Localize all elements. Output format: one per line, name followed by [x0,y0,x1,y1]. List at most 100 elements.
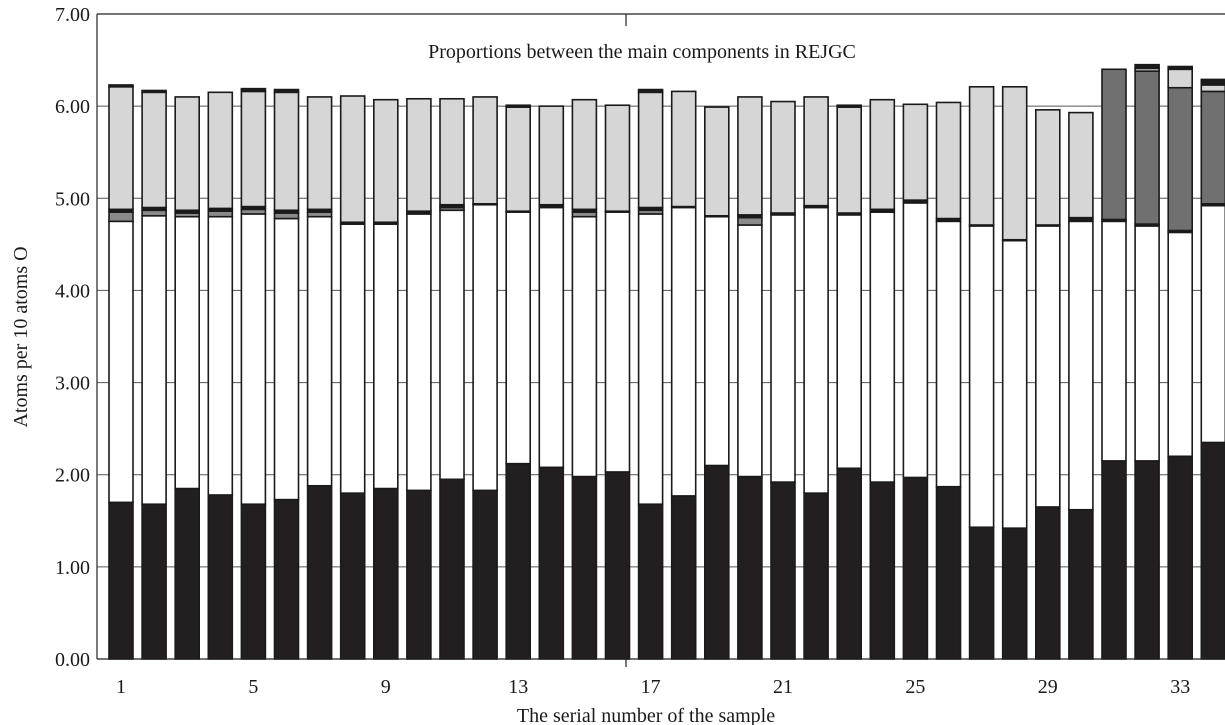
bar-segment [505,462,532,660]
bar-segment [803,206,829,494]
bar-segment [207,494,234,660]
bar-segment [968,526,995,660]
bar-segment [505,104,532,108]
bar-segment [207,215,234,496]
bar-stack [339,95,366,660]
y-tick-label: 2.00 [55,465,90,487]
bar-stack [174,96,200,660]
bar-stack [207,91,234,660]
bar-segment [670,206,697,497]
bar-stack [703,106,730,660]
bar-segment [571,215,598,478]
bar-stack [1101,68,1127,660]
bar-segment [571,98,598,211]
bar-segment [207,210,234,218]
bar-segment [108,84,134,88]
bar-stack [472,96,498,660]
bar-segment [108,211,134,223]
bar-stack [737,96,763,660]
bar-stack [670,90,697,660]
bar-segment [1167,65,1193,71]
bar-segment [240,87,267,93]
bar-segment [207,91,234,210]
bar-segment [141,503,167,660]
bar-segment [869,481,896,660]
bar-segment [1001,85,1028,241]
bar-segment [770,481,796,660]
bar-segment [372,223,399,490]
bar-segment [306,484,333,660]
bar-segment [273,498,300,660]
bar-stack [1035,109,1061,660]
bar-segment [1068,220,1094,511]
bar-segment [1167,455,1193,660]
y-tick-label: 5.00 [55,188,90,210]
bar-segment [240,503,267,660]
bar-segment [836,106,863,214]
bar-segment [538,105,565,206]
bar-stack [505,104,532,660]
bar-segment [472,203,498,492]
bar-segment [174,96,200,212]
bar-stack [538,105,565,660]
bar-segment [1035,225,1061,508]
bar-segment [141,214,167,505]
bar-segment [1167,231,1193,458]
bar-stack [869,98,896,660]
bar-segment [1001,527,1028,660]
bar-segment [1134,70,1160,225]
bar-segment [902,103,929,201]
bar-segment [803,96,829,207]
bar-segment [703,464,730,660]
bar-segment [670,495,697,660]
bar-segment [1167,86,1193,232]
bar-segment [1068,111,1094,219]
bar-segment [174,215,200,490]
bar-stack [968,85,995,660]
bar-segment [108,220,134,504]
bar-segment [538,206,565,469]
bar-segment [869,98,896,211]
bar-segment [604,471,631,660]
bar-segment [273,212,300,220]
x-axis-label: The serial number of the sample [517,705,775,725]
x-tick-label: 25 [905,676,925,698]
bar-segment [472,489,498,660]
bar-segment [803,492,829,660]
bar-segment [1167,68,1193,89]
x-tick-label: 5 [248,676,258,698]
bar-segment [306,215,333,487]
bar-stack [836,104,863,660]
y-tick-label: 7.00 [55,4,90,26]
bar-segment [1101,460,1127,660]
bar-stack [306,96,333,660]
bar-segment [637,91,664,209]
bar-stack [439,97,465,660]
bar-segment [703,215,730,467]
bar-segment [439,97,465,206]
bar-segment [737,96,763,216]
bar-stack [240,87,267,660]
bar-segment [637,503,664,660]
bar-stack [372,98,399,660]
y-tick-label: 3.00 [55,373,90,395]
x-tick-label: 17 [641,676,661,698]
bar-segment [1035,109,1061,226]
x-tick-label: 21 [773,676,793,698]
bar-segment [770,214,796,483]
y-tick-label: 1.00 [55,557,90,579]
bar-stack [1001,85,1028,660]
bar-stack [770,100,796,660]
bar-stack [1167,65,1193,660]
bar-stack [406,97,432,660]
x-tick-labels: 1 5 9 13 17 21 25 29 33 [116,676,1190,698]
bar-segment [836,467,863,660]
bar-stack [108,84,134,660]
bar-segment [968,85,995,226]
y-tick-label: 0.00 [55,649,90,671]
y-axis-label: Atoms per 10 atoms O [10,246,32,427]
chart-title: Proportions between the main components … [428,41,856,63]
bar-segment [538,466,565,660]
bar-segment [935,101,962,220]
